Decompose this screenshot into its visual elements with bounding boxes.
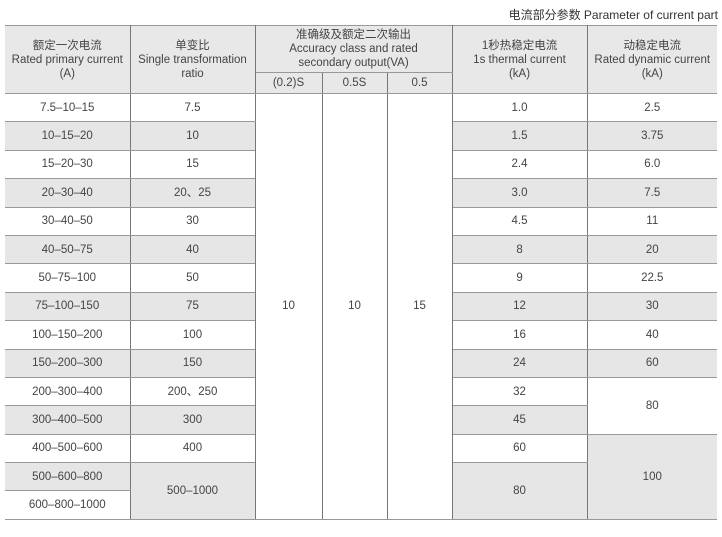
header-ratio: 单变比 Single transformation ratio: [129, 25, 256, 94]
thermal-current-cell: 3.0: [451, 178, 588, 208]
header-en: Rated dynamic current: [594, 53, 711, 66]
header-primary-current: 额定一次电流 Rated primary current (A): [5, 25, 131, 94]
dynamic-current-cell: 60: [586, 348, 718, 378]
header-unit: (A): [59, 67, 75, 80]
ratio-cell: 400: [129, 433, 256, 464]
table-row: 500–600–800 500–1000 80: [5, 462, 717, 520]
table-row: 7.5–10–15 7.5 10 10 15 1.0 2.5: [5, 92, 718, 520]
header-zh: 1秒热稳定电流: [481, 39, 558, 52]
table-row: 100–150–200 100 16 40: [5, 320, 718, 350]
thermal-current-cell: 32: [451, 376, 588, 407]
ratio-cell: 100: [129, 320, 256, 350]
thermal-current-cell: 8: [451, 234, 588, 265]
accuracy-02s-cell: 10: [254, 93, 323, 520]
accuracy-05s-cell: 10: [321, 93, 388, 520]
ratio-cell: 300: [129, 405, 256, 435]
dynamic-current-cell: 2.5: [586, 92, 718, 123]
thermal-current-cell: 1.5: [451, 121, 588, 151]
header-zh: 准确级及额定二次输出: [296, 29, 411, 41]
thermal-current-cell: 60: [451, 433, 588, 464]
header-dynamic-current: 动稳定电流 Rated dynamic current (kA): [586, 25, 718, 94]
dynamic-current-cell: 100: [586, 433, 718, 520]
header-zh: 单变比: [175, 39, 210, 52]
dynamic-current-cell: 20: [586, 234, 718, 265]
current-parameter-table: 额定一次电流 Rated primary current (A) 单变比 Sin…: [5, 25, 718, 520]
header-zh: 动稳定电流: [623, 39, 682, 52]
ratio-cell: 20、25: [129, 178, 256, 208]
primary-current-cell: 15–20–30: [5, 149, 131, 180]
primary-current-cell: 400–500–600: [5, 433, 131, 464]
thermal-current-cell: 2.4: [451, 149, 588, 180]
header-en: 1s thermal current: [473, 53, 566, 66]
primary-current-cell: 40–50–75: [5, 234, 131, 265]
thermal-current-cell: 16: [451, 320, 588, 350]
thermal-current-cell: 80: [451, 462, 588, 520]
primary-current-cell: 150–200–300: [5, 348, 131, 378]
header-class-05: 0.5: [386, 72, 453, 94]
primary-current-cell: 50–75–100: [5, 263, 131, 293]
ratio-cell: 500–1000: [129, 462, 256, 520]
primary-current-cell: 200–300–400: [5, 376, 131, 407]
header-en: secondary output(VA): [298, 57, 409, 69]
dynamic-current-cell: 7.5: [586, 178, 718, 208]
table-row: 600–800–1000: [5, 490, 717, 520]
primary-current-cell: 75–100–150: [5, 291, 131, 322]
table-caption: 电流部分参数 Parameter of current part: [508, 8, 718, 22]
table-row: 30–40–50 30 4.5 11: [5, 206, 718, 236]
ratio-cell: 15: [129, 149, 256, 180]
primary-current-cell: 500–600–800: [5, 462, 131, 492]
table-row: 150–200–300 150 24 60: [5, 348, 718, 378]
ratio-cell: 200、250: [129, 376, 256, 407]
ratio-cell: 150: [129, 348, 256, 378]
primary-current-cell: 100–150–200: [5, 320, 131, 350]
dynamic-current-cell: 11: [586, 206, 718, 236]
dynamic-current-cell: 30: [586, 291, 718, 322]
thermal-current-cell: 24: [451, 348, 588, 378]
header-en: Single transformation: [138, 53, 247, 66]
table-row: 300–400–500 300 45: [5, 405, 717, 435]
dynamic-current-cell: 22.5: [586, 263, 718, 293]
thermal-current-cell: 9: [451, 263, 588, 293]
primary-current-cell: 300–400–500: [5, 405, 131, 435]
table-row: 400–500–600 400 60 100: [5, 433, 718, 520]
ratio-cell: 30: [129, 206, 256, 236]
dynamic-current-cell: 40: [586, 320, 718, 350]
header-class-02s: (0.2)S: [255, 72, 323, 94]
primary-current-cell: 20–30–40: [5, 178, 131, 208]
dynamic-current-cell: 80: [586, 376, 718, 435]
ratio-cell: 7.5: [129, 92, 256, 123]
header-en: Accuracy class and rated: [289, 43, 418, 55]
header-unit: (kA): [641, 67, 663, 80]
accuracy-05-cell: 15: [386, 93, 453, 520]
ratio-cell: 40: [129, 234, 256, 265]
dynamic-current-cell: 3.75: [586, 121, 718, 151]
header-class-05s: 0.5S: [321, 72, 388, 94]
header-en: ratio: [181, 67, 204, 80]
thermal-current-cell: 12: [451, 291, 588, 322]
header-accuracy: 准确级及额定二次输出 Accuracy class and rated seco…: [254, 25, 453, 73]
ratio-cell: 50: [129, 263, 256, 293]
thermal-current-cell: 45: [451, 405, 588, 435]
primary-current-cell: 7.5–10–15: [5, 92, 131, 123]
dynamic-current-cell: 6.0: [586, 149, 718, 180]
thermal-current-cell: 4.5: [451, 206, 588, 236]
primary-current-cell: 30–40–50: [5, 206, 131, 236]
header-zh: 额定一次电流: [32, 39, 102, 52]
thermal-current-cell: 1.0: [451, 92, 588, 123]
ratio-cell: 10: [129, 121, 256, 151]
table-row: 15–20–30 15 2.4 6.0: [5, 149, 718, 180]
ratio-cell: 75: [129, 291, 256, 322]
primary-current-cell: 600–800–1000: [5, 490, 130, 520]
header-en: Rated primary current: [11, 53, 123, 66]
header-unit: (kA): [508, 67, 531, 80]
header-thermal-current: 1秒热稳定电流 1s thermal current (kA): [451, 25, 588, 94]
primary-current-cell: 10–15–20: [5, 121, 131, 151]
